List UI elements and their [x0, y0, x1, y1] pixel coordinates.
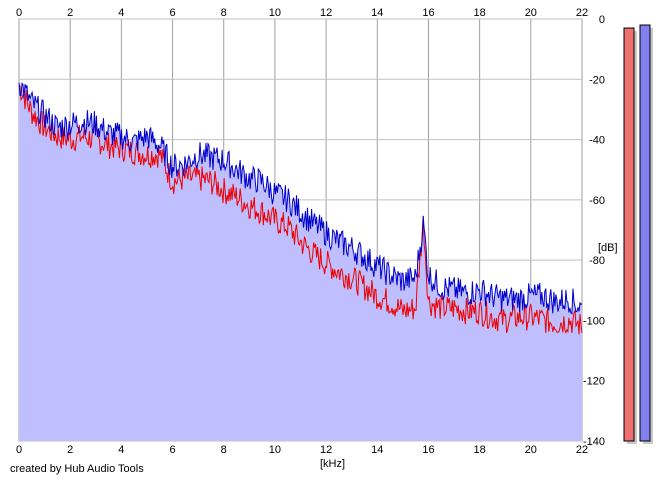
x-tick-label-top: 18 — [474, 7, 486, 19]
x-tick-label-top: 16 — [422, 7, 434, 19]
x-tick-label-bottom: 12 — [320, 444, 332, 456]
x-tick-label-top: 12 — [320, 7, 332, 19]
x-tick-label-bottom: 18 — [474, 444, 486, 456]
x-tick-label-bottom: 2 — [67, 444, 73, 456]
tick-labels: 002244668810101212141416161818202022220-… — [16, 7, 605, 456]
level-meters — [623, 24, 653, 445]
x-tick-label-top: 8 — [221, 7, 227, 19]
y-tick-label: -120 — [583, 376, 605, 388]
level-meter-bar — [639, 24, 651, 442]
level-meter-bar — [623, 27, 635, 442]
x-tick-label-bottom: 8 — [221, 444, 227, 456]
red-channel-line — [18, 84, 583, 335]
blue-channel-line — [18, 82, 583, 315]
x-tick-label-bottom: 6 — [169, 444, 175, 456]
y-tick-label: -60 — [589, 195, 605, 207]
y-tick-label: 0 — [599, 14, 605, 26]
x-tick-label-top: 6 — [169, 7, 175, 19]
x-tick-label-bottom: 0 — [16, 444, 22, 456]
x-tick-label-bottom: 16 — [422, 444, 434, 456]
y-axis-unit: [dB] — [598, 242, 618, 254]
x-tick-label-top: 20 — [525, 7, 537, 19]
x-tick-label-top: 4 — [118, 7, 124, 19]
x-axis-unit: [kHz] — [320, 458, 345, 470]
x-tick-label-top: 2 — [67, 7, 73, 19]
x-tick-label-top: 0 — [16, 7, 22, 19]
x-tick-label-top: 22 — [576, 7, 588, 19]
y-tick-label: -80 — [589, 255, 605, 267]
y-tick-label: -140 — [583, 436, 605, 448]
y-tick-label: -100 — [583, 315, 605, 327]
y-tick-label: -40 — [589, 135, 605, 147]
x-tick-label-bottom: 14 — [371, 444, 383, 456]
x-tick-label-bottom: 22 — [576, 444, 588, 456]
y-tick-label: -20 — [589, 74, 605, 86]
spectrum-fill-area — [19, 82, 582, 441]
x-tick-label-bottom: 20 — [525, 444, 537, 456]
x-tick-label-bottom: 10 — [269, 444, 281, 456]
x-tick-label-top: 10 — [269, 7, 281, 19]
x-tick-label-top: 14 — [371, 7, 383, 19]
credit-text: created by Hub Audio Tools — [10, 463, 144, 475]
series-lines — [18, 82, 583, 335]
x-tick-label-bottom: 4 — [118, 444, 124, 456]
